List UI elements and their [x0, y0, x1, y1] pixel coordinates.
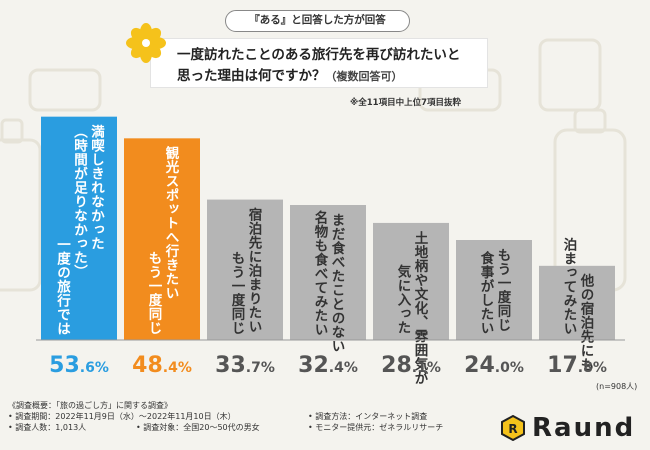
- bar-2: [124, 138, 200, 340]
- overview-provider: • モニター提供元：ゼネラルリサーチ: [308, 423, 444, 432]
- bar-1-label-col-2: （時間が足りなかった）: [71, 125, 89, 279]
- bar-1-label-col-1: 満喫しきれなかった: [88, 124, 105, 251]
- bar-2-label-col-2: もう一度同じ: [146, 251, 163, 335]
- bar-6-label-col-1: もう一度同じ: [495, 248, 512, 332]
- svg-text:R: R: [508, 422, 517, 436]
- bar-6-label-col-2: 食事がしたい: [478, 250, 495, 335]
- bar-6: [456, 240, 532, 340]
- bar-4-label-col-1: まだ食べたことのない: [329, 213, 346, 353]
- bar-1: [41, 116, 117, 341]
- flower-icon: [126, 23, 166, 63]
- bar-5-label-col-1: 土地柄や文化、雰囲気が: [412, 230, 429, 385]
- survey-overview: 《調査概要：「旅の過ごし方」に関する調査》 • 調査期間：2022年11月9日（…: [8, 400, 488, 446]
- bar-5-label-col-2: 気に入った: [395, 263, 412, 334]
- value-label-1: 53.6%: [49, 353, 109, 378]
- bar-3-label-col-2: もう一度同じ: [229, 251, 246, 335]
- bar-3-label-col-1: 宿泊先に泊まりたい: [246, 206, 263, 333]
- value-label-4: 32.4%: [298, 353, 358, 378]
- bar-7-label-col-2: 泊まってみたい: [561, 236, 578, 335]
- bar-4: [290, 205, 366, 340]
- value-label-5: 28.1%: [381, 353, 441, 378]
- value-label-3: 33.7%: [215, 353, 275, 378]
- raund-logo-icon: R: [501, 415, 525, 441]
- overview-people: • 調査人数：1,013人: [8, 423, 87, 432]
- question-line-1: 一度訪れたことのある旅行先を再び訪れたいと: [177, 47, 461, 63]
- bar-1-label-col-3: 一度の旅行では: [54, 238, 72, 336]
- bar-7-label-col-1: 他の宿泊先にも: [578, 273, 596, 372]
- bar-3: [207, 199, 283, 340]
- value-label-2: 48.4%: [132, 353, 192, 378]
- overview-method: • 調査方法：インターネット調査: [308, 412, 428, 421]
- overview-title: 《調査概要：「旅の過ごし方」に関する調査》: [8, 401, 172, 410]
- survey-question: 一度訪れたことのある旅行先を再び訪れたいと 思った理由は何ですか？（複数回答可）: [150, 38, 488, 88]
- raund-logo: R Raund: [500, 412, 640, 444]
- question-suffix: （複数回答可）: [325, 70, 403, 83]
- value-label-7: 17.8%: [547, 353, 607, 378]
- brand-name: Raund: [532, 413, 636, 443]
- bar-5: [373, 222, 449, 340]
- respondent-filter-pill: 『ある』と回答した方が回答: [225, 10, 410, 32]
- bar-2-label-col-1: 観光スポットへ行きたい: [163, 145, 181, 300]
- bar-7: [539, 265, 615, 340]
- value-label-6: 24.0%: [464, 353, 524, 378]
- bar-4-label-col-2: 名物も食べてみたい: [312, 209, 329, 336]
- question-line-2: 思った理由は何ですか？（複数回答可）: [177, 68, 403, 84]
- overview-period: • 調査期間：2022年11月9日（水）〜2022年11月10日（木）: [8, 412, 236, 421]
- items-note: ※全11項目中上位7項目抜粋: [350, 98, 462, 108]
- sample-size-label: (n=908人): [596, 382, 638, 391]
- overview-target: • 調査対象：全国20〜50代の男女: [136, 423, 260, 432]
